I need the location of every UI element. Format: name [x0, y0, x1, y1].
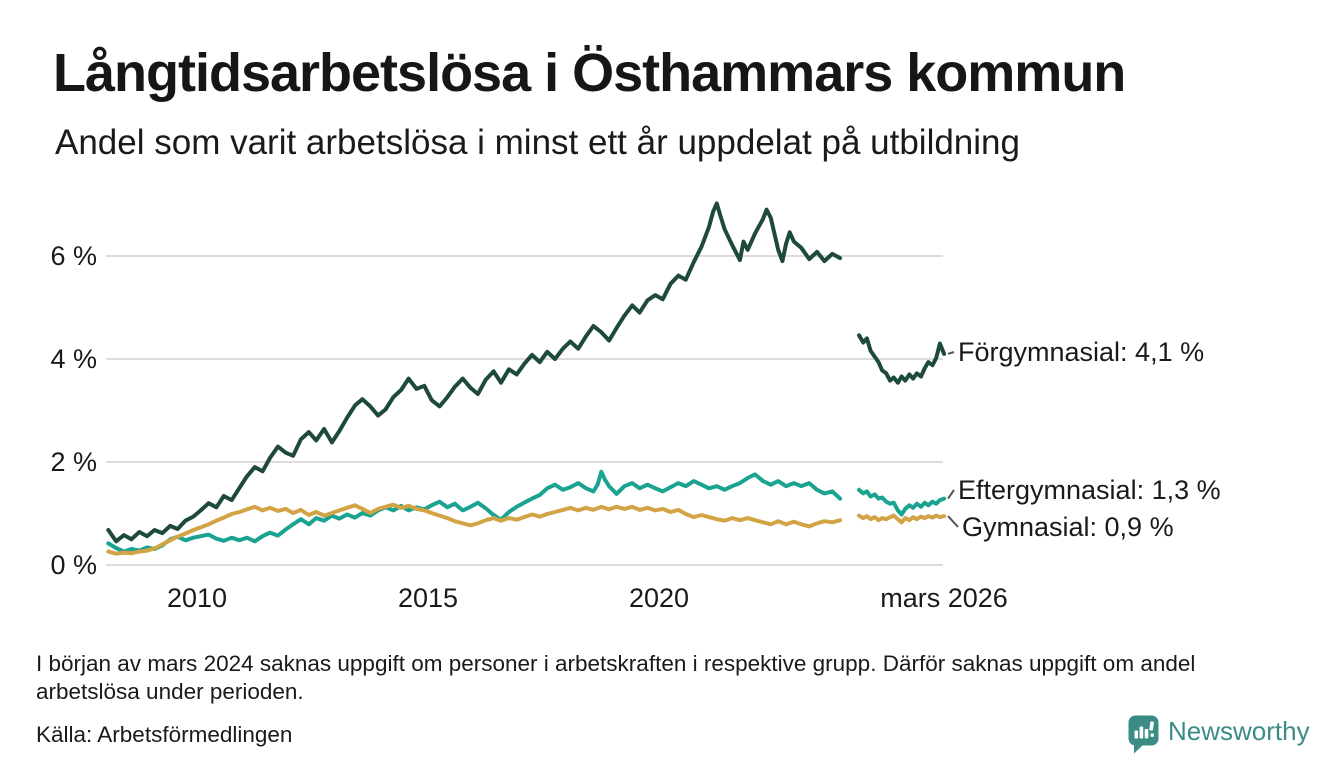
series-label-gymnasial: Gymnasial: 0,9 %: [962, 512, 1174, 542]
label-connector: [947, 489, 955, 500]
y-axis-tick-label: 6 %: [50, 241, 97, 271]
y-axis-tick-label: 4 %: [50, 344, 97, 374]
series-label-forgymnasial: Förgymnasial: 4,1 %: [958, 337, 1205, 367]
x-axis-tick-label: 2015: [398, 583, 458, 613]
series-line-gymnasial: [857, 513, 947, 525]
y-axis-tick-label: 0 %: [50, 550, 97, 580]
series-line-eftergymnasial: [857, 487, 947, 517]
label-connector: [947, 515, 959, 528]
newsworthy-logo: Newsworthy: [1127, 714, 1310, 754]
x-axis-tick-label: 2020: [629, 583, 689, 613]
series-line-gymnasial: [106, 502, 843, 556]
footnote: I början av mars 2024 saknas uppgift om …: [36, 651, 1196, 704]
label-connector: [947, 351, 955, 355]
page-subtitle: Andel som varit arbetslösa i minst ett å…: [55, 123, 1020, 162]
series-line-förgymnasial: [106, 201, 843, 544]
series-line-eftergymnasial: [106, 469, 843, 554]
newsworthy-bubble-chart-icon: [1128, 715, 1159, 754]
y-axis-tick-label: 2 %: [50, 447, 97, 477]
page-title: Långtidsarbetslösa i Östhammars kommun: [53, 43, 1126, 103]
x-axis-tick-label: mars 2026: [880, 583, 1008, 613]
series-label-eftergymnasial: Eftergymnasial: 1,3 %: [958, 475, 1221, 505]
x-axis-tick-label: 2010: [167, 583, 227, 613]
series-line-förgymnasial: [857, 333, 947, 385]
newsworthy-wordmark: Newsworthy: [1168, 716, 1310, 746]
source-line: Källa: Arbetsförmedlingen: [36, 722, 293, 747]
